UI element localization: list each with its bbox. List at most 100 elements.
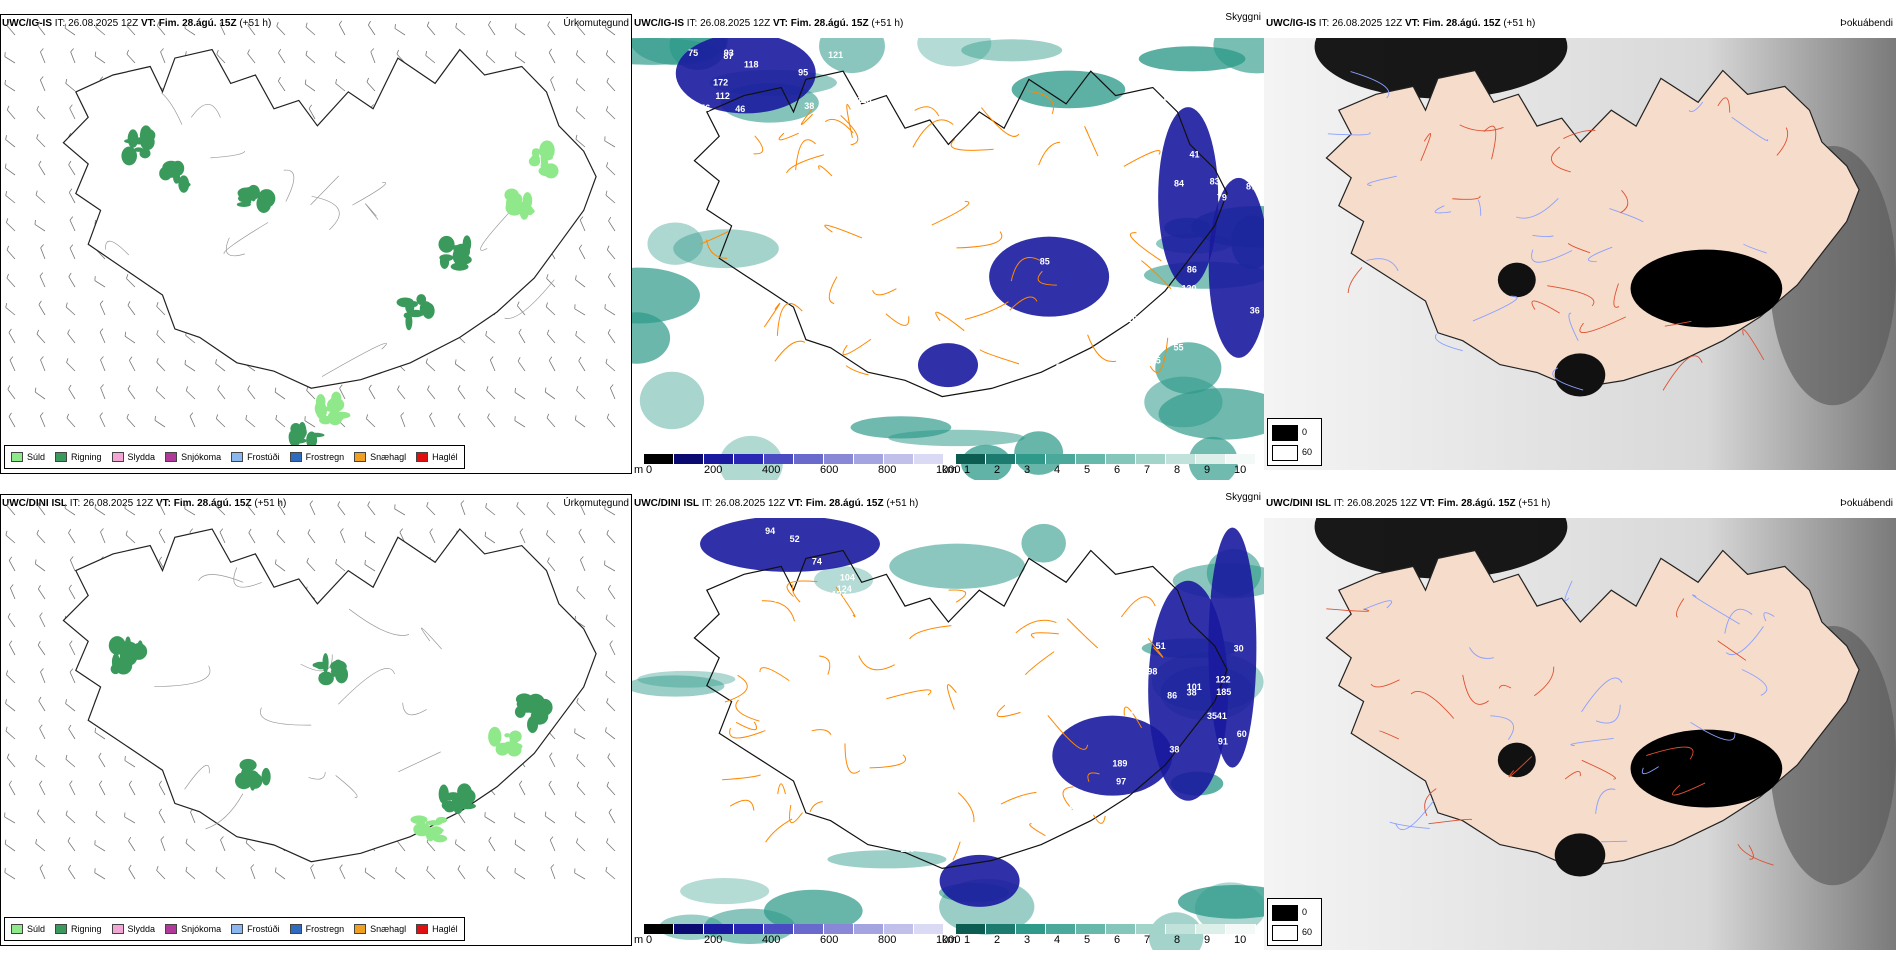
precip-cell bbox=[462, 235, 472, 253]
road-line bbox=[1748, 844, 1754, 860]
road-line bbox=[950, 138, 994, 151]
cloud-base-tick: 1000 bbox=[936, 464, 961, 476]
visibility-tick: 6 bbox=[1114, 464, 1121, 476]
road-line bbox=[700, 231, 729, 245]
wind-barb bbox=[156, 21, 166, 36]
cloud-base-value: 187 bbox=[1039, 729, 1054, 739]
road-line bbox=[931, 200, 970, 226]
precip-legend-item: Slydda bbox=[111, 924, 155, 934]
visibility-tick: 7 bbox=[1144, 464, 1151, 476]
wind-barb bbox=[69, 640, 76, 656]
river-line bbox=[198, 574, 244, 583]
precip-cell bbox=[135, 137, 150, 143]
river-line bbox=[1367, 175, 1397, 186]
river-line bbox=[480, 209, 513, 251]
river-line bbox=[1595, 704, 1621, 724]
wind-barb bbox=[544, 387, 556, 400]
low-visibility-area bbox=[1138, 46, 1246, 72]
road-line bbox=[1347, 267, 1363, 294]
low-cloud-area bbox=[918, 343, 978, 388]
it-label: IT: bbox=[54, 18, 66, 29]
wind-barb bbox=[607, 753, 616, 768]
wind-barb bbox=[94, 276, 106, 288]
precip-cell bbox=[236, 201, 251, 207]
precip-legend-item: Snæhagl bbox=[354, 924, 406, 934]
river-line bbox=[1477, 199, 1482, 216]
road-line bbox=[774, 340, 806, 362]
wind-barb bbox=[40, 668, 46, 684]
wind-barb bbox=[606, 529, 616, 544]
wind-barb bbox=[99, 300, 106, 316]
wind-barb bbox=[607, 329, 616, 344]
wind-barb bbox=[4, 812, 16, 824]
road-line bbox=[1564, 771, 1581, 780]
wind-barb bbox=[69, 668, 76, 684]
wind-barb bbox=[517, 357, 526, 372]
cloud-base-value: 210 bbox=[1146, 108, 1161, 118]
road-line bbox=[828, 276, 838, 305]
precip-legend-item: Snjókoma bbox=[165, 924, 221, 934]
cloud-base-value: 27 bbox=[869, 78, 879, 88]
cloud-base-value: 97 bbox=[1093, 835, 1103, 845]
wind-barb bbox=[580, 556, 586, 572]
river-line bbox=[1688, 101, 1704, 112]
road-line bbox=[952, 841, 961, 861]
cloud-base-value: 99 bbox=[1227, 100, 1237, 110]
precip-cell bbox=[407, 309, 424, 318]
precip-cell bbox=[261, 767, 271, 786]
road-line bbox=[1141, 260, 1172, 290]
cloud-base-value: 186 bbox=[1129, 705, 1144, 715]
road-line bbox=[763, 302, 781, 328]
precip-cell bbox=[505, 742, 523, 751]
wind-barb bbox=[365, 414, 376, 428]
wind-barb bbox=[605, 23, 616, 36]
wind-barb bbox=[6, 105, 16, 120]
wind-barb bbox=[65, 754, 76, 768]
wind-barb bbox=[217, 385, 226, 400]
wind-barb bbox=[546, 501, 556, 516]
vt-value: Fim. 28.ágú. 15Z bbox=[1422, 18, 1501, 29]
cloud-base-value: 35 bbox=[1151, 355, 1161, 365]
wind-barb bbox=[278, 48, 286, 64]
wind-barb bbox=[576, 838, 586, 852]
river-line bbox=[1587, 246, 1613, 263]
wind-barb bbox=[276, 21, 286, 36]
lead-time: (+51 h) bbox=[239, 18, 272, 29]
wind-barb bbox=[100, 384, 106, 400]
road-line bbox=[1066, 618, 1099, 649]
road-line bbox=[964, 301, 1009, 320]
precip-cell bbox=[509, 730, 522, 743]
fog-legend-light-label: 60 bbox=[1302, 927, 1313, 937]
panel-header: UWC/DINI ISL IT: 26.08.2025 12Z VT: Fim.… bbox=[632, 490, 1264, 518]
cloud-base-tick: 200 bbox=[704, 934, 723, 946]
precip-cell bbox=[139, 148, 151, 159]
vt-value: Fim. 28.ágú. 15Z bbox=[158, 18, 237, 29]
low-visibility-area bbox=[1014, 431, 1064, 475]
road-line bbox=[795, 139, 816, 171]
road-line bbox=[809, 801, 823, 813]
low-visibility-area bbox=[632, 312, 671, 364]
map-area: Súld Rigning Slydda Snjókoma Frostúði Frostre… bbox=[0, 14, 632, 474]
wind-barb bbox=[34, 559, 46, 572]
wind-barb bbox=[184, 504, 196, 516]
it-label: IT: bbox=[1333, 498, 1345, 509]
road-line bbox=[1084, 126, 1099, 157]
river-line bbox=[1395, 800, 1434, 830]
cloud-base-value: 118 bbox=[744, 60, 759, 70]
cloud-base-value: 39 bbox=[774, 594, 784, 604]
cloud-base-value: 109 bbox=[652, 569, 667, 579]
wind-barb bbox=[247, 501, 256, 516]
cloud-base-value: 55 bbox=[1173, 343, 1183, 353]
wind-barb bbox=[576, 781, 586, 796]
road-line bbox=[735, 699, 760, 722]
road-line bbox=[785, 154, 825, 174]
wind-barb bbox=[189, 412, 196, 428]
river-line bbox=[504, 279, 555, 319]
wind-barb bbox=[128, 780, 136, 796]
wind-barb bbox=[154, 415, 166, 428]
river-line bbox=[1350, 71, 1390, 99]
wind-barb bbox=[516, 501, 526, 516]
wind-barb bbox=[69, 556, 76, 572]
wind-barb bbox=[36, 809, 46, 824]
it-label: IT: bbox=[701, 498, 713, 509]
